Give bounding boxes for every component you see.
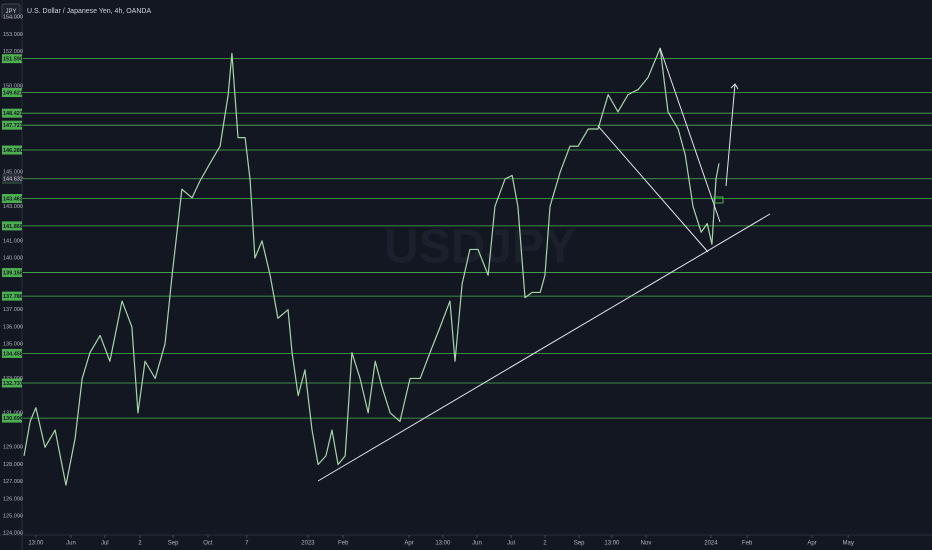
y-tick-label: 127.000 — [3, 479, 23, 485]
x-tick-label: Sep — [168, 541, 179, 547]
x-tick-label: 7 — [245, 541, 249, 547]
x-tick-label: Apr — [807, 541, 816, 547]
y-tick-label: 135.000 — [3, 342, 23, 348]
x-tick-label: Jul — [507, 541, 515, 547]
y-tick-label: 154.000 — [3, 15, 23, 21]
x-tick-label: Sep — [574, 541, 585, 547]
y-tick-label: 153.000 — [3, 32, 23, 38]
y-tick-label: 126.000 — [3, 496, 23, 502]
watermark: USDJPY — [384, 221, 576, 274]
wedge-line — [597, 125, 709, 253]
levels — [22, 58, 932, 419]
level-label: 130.696 — [3, 416, 23, 422]
y-tick-label: 145.000 — [3, 169, 23, 175]
level-label: 146.280 — [3, 148, 23, 154]
x-tick-label: Apr — [404, 541, 413, 547]
y-tick-label: 137.000 — [3, 307, 23, 313]
current-price-bg — [2, 173, 22, 183]
y-tick-label: 124.000 — [3, 531, 23, 537]
annotations — [317, 47, 771, 482]
y-tick-label: 150.000 — [3, 83, 23, 89]
level-label-bg — [2, 193, 22, 203]
x-tick-label: Jun — [472, 541, 482, 547]
y-tick-label: 152.000 — [3, 49, 23, 55]
x-tick-label: 2024 — [704, 541, 718, 547]
y-tick-label: 125.000 — [3, 514, 23, 520]
level-label-bg — [2, 268, 22, 278]
projection-arrow — [725, 83, 736, 187]
level-label-bg — [2, 291, 22, 301]
x-tick-label: Feb — [338, 541, 349, 547]
level-label-bg — [2, 348, 22, 358]
x-tick-label: 13:00 — [604, 541, 620, 547]
marker-box — [713, 196, 724, 204]
axes: 124.000 125.000 126.000 127.000 128.000 129.0… — [2, 15, 854, 547]
wedge-line — [659, 47, 721, 223]
symbol-button-label[interactable]: JPY — [5, 9, 16, 15]
x-tick-label: 2 — [138, 541, 142, 547]
level-label: 147.723 — [3, 123, 23, 129]
y-tick-label: 136.000 — [3, 324, 23, 330]
level-label: 137.786 — [3, 294, 23, 300]
y-tick-label: 143.000 — [3, 204, 23, 210]
x-tick-label: 2 — [543, 541, 547, 547]
price-line — [23, 47, 720, 486]
level-label: 141.868 — [3, 224, 23, 230]
plot — [23, 47, 720, 486]
level-label-bg — [2, 120, 22, 130]
x-tick-label: Jun — [66, 541, 76, 547]
trendline — [317, 213, 771, 482]
level-label-bg — [2, 88, 22, 98]
y-tick-label: 131.000 — [3, 410, 23, 416]
level-label: 132.737 — [3, 381, 23, 387]
level-label-bg — [2, 378, 22, 388]
x-tick-label: 13:00 — [28, 541, 44, 547]
level-label-bg — [2, 413, 22, 423]
y-tick-label: 128.000 — [3, 462, 23, 468]
x-tick-label: Nov — [641, 541, 652, 547]
x-tick-label: Jul — [101, 541, 109, 547]
y-tick-label: 141.000 — [3, 238, 23, 244]
level-label: 134.456 — [3, 351, 23, 357]
level-label: 149.621 — [3, 90, 23, 96]
level-label-bg — [2, 145, 22, 155]
current-price-label: 144.632 — [3, 176, 23, 182]
level-label: 151.590 — [3, 57, 23, 63]
x-tick-label: Oct — [203, 541, 213, 547]
level-label: 139.156 — [3, 271, 23, 277]
y-tick-label: 140.000 — [3, 255, 23, 261]
x-tick-label: 2023 — [301, 541, 315, 547]
arrow-head — [730, 83, 739, 90]
y-tick-label: 129.000 — [3, 445, 23, 451]
chart-title: U.S. Dollar / Japanese Yen, 4h, OANDA — [27, 8, 151, 15]
symbol-button[interactable] — [1, 3, 21, 19]
level-label-bg — [2, 108, 22, 118]
x-tick-label: 13:00 — [435, 541, 451, 547]
level-label: 148.421 — [3, 111, 23, 117]
level-label: 143.462 — [3, 196, 23, 202]
x-tick-label: Feb — [742, 541, 753, 547]
x-tick-label: May — [842, 541, 853, 547]
level-label-bg — [2, 221, 22, 231]
level-label-bg — [2, 54, 22, 64]
